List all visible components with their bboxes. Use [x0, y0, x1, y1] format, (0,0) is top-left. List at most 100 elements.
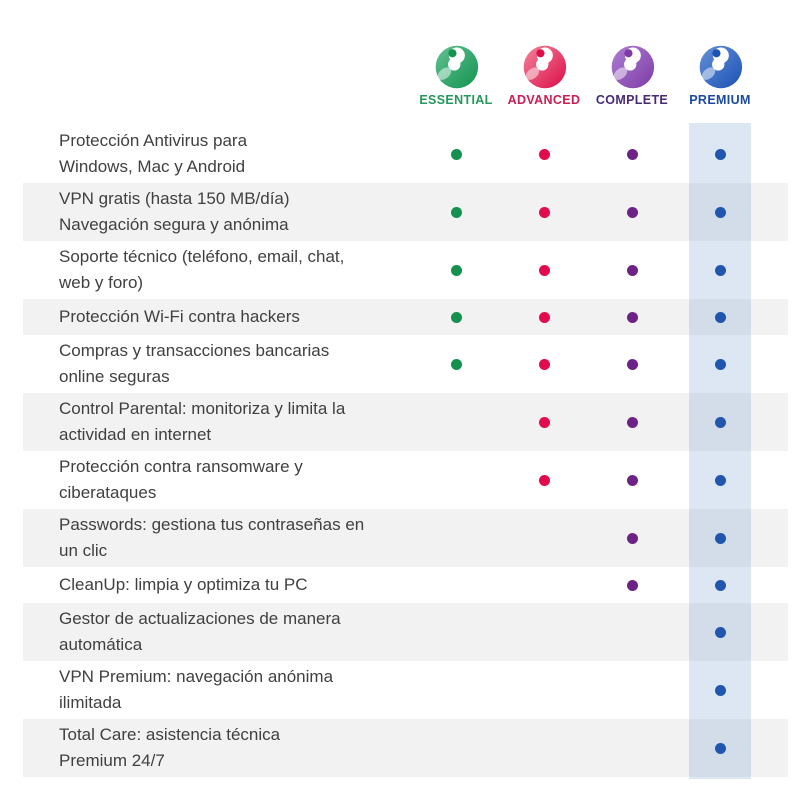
feature-label: Soporte técnico (teléfono, email, chat, … — [59, 247, 345, 292]
table-row: Passwords: gestiona tus contraseñas en u… — [23, 509, 788, 567]
included-dot — [538, 148, 550, 160]
included-dot — [450, 358, 462, 370]
table-row: Compras y transacciones bancarias online… — [23, 335, 788, 393]
included-dot — [538, 358, 550, 370]
feature-label: Protección Wi-Fi contra hackers — [59, 307, 300, 326]
table-row: Soporte técnico (teléfono, email, chat, … — [23, 241, 788, 299]
dot-cell-complete — [588, 579, 676, 591]
dot-cell-complete — [588, 474, 676, 486]
feature-label: Protección contra ransomware y ciberataq… — [59, 457, 303, 502]
included-dot — [714, 358, 726, 370]
dot-cell-premium — [676, 264, 764, 276]
dot-cell-essential — [412, 264, 500, 276]
included-dot — [714, 626, 726, 638]
included-dot — [626, 416, 638, 428]
feature-label: Compras y transacciones bancarias online… — [59, 341, 330, 386]
included-dot — [714, 684, 726, 696]
dot-cell-premium — [676, 626, 764, 638]
dot-cell-complete — [588, 532, 676, 544]
table-row: Protección Wi-Fi contra hackers — [23, 299, 788, 335]
dot-cell-premium — [676, 148, 764, 160]
dot-cell-premium — [676, 206, 764, 218]
dot-cell-premium — [676, 358, 764, 370]
dot-cell-premium — [676, 311, 764, 323]
dot-cell-complete — [588, 264, 676, 276]
included-dot — [626, 264, 638, 276]
included-dot — [538, 264, 550, 276]
included-dot — [450, 264, 462, 276]
feature-label: Control Parental: monitoriza y limita la… — [59, 399, 346, 444]
included-dot — [714, 206, 726, 218]
feature-label: VPN gratis (hasta 150 MB/día) Navegación… — [59, 189, 290, 234]
dot-cell-complete — [588, 148, 676, 160]
plan-name: ADVANCED — [507, 93, 581, 107]
dot-cell-essential — [412, 148, 500, 160]
dot-cell-advanced — [500, 358, 588, 370]
dot-cell-essential — [412, 358, 500, 370]
feature-label: Gestor de actualizaciones de manera auto… — [59, 609, 341, 654]
table-row: Control Parental: monitoriza y limita la… — [23, 393, 788, 451]
feature-table: Protección Antivirus para Windows, Mac y… — [23, 125, 788, 777]
table-row: CleanUp: limpia y optimiza tu PC — [23, 567, 788, 603]
plan-name: ESSENTIAL — [419, 93, 493, 107]
dot-cell-premium — [676, 416, 764, 428]
dot-cell-premium — [676, 532, 764, 544]
dot-cell-advanced — [500, 416, 588, 428]
feature-label: Passwords: gestiona tus contraseñas en u… — [59, 515, 365, 560]
included-dot — [450, 311, 462, 323]
dot-cell-premium — [676, 742, 764, 754]
panda-logo-icon — [435, 45, 479, 89]
panda-logo-icon — [611, 45, 655, 89]
included-dot — [450, 148, 462, 160]
included-dot — [450, 206, 462, 218]
plan-name: COMPLETE — [595, 93, 669, 107]
panda-logo-icon — [523, 45, 567, 89]
dot-cell-essential — [412, 206, 500, 218]
plan-header-essential: ESSENTIAL — [412, 44, 500, 107]
plan-header-premium: PREMIUM — [676, 44, 764, 107]
plan-name: PREMIUM — [689, 93, 751, 107]
dot-cell-advanced — [500, 148, 588, 160]
included-dot — [714, 311, 726, 323]
included-dot — [626, 311, 638, 323]
included-dot — [538, 311, 550, 323]
included-dot — [714, 264, 726, 276]
included-dot — [626, 474, 638, 486]
included-dot — [714, 148, 726, 160]
included-dot — [626, 579, 638, 591]
dot-cell-essential — [412, 311, 500, 323]
feature-label: Protección Antivirus para Windows, Mac y… — [59, 131, 248, 176]
included-dot — [714, 416, 726, 428]
included-dot — [714, 474, 726, 486]
table-row: Protección contra ransomware y ciberataq… — [23, 451, 788, 509]
included-dot — [538, 416, 550, 428]
dot-cell-premium — [676, 579, 764, 591]
included-dot — [714, 742, 726, 754]
panda-logo-icon — [699, 45, 743, 89]
dot-cell-premium — [676, 684, 764, 696]
plan-header-complete: COMPLETE — [588, 44, 676, 107]
included-dot — [626, 206, 638, 218]
included-dot — [538, 474, 550, 486]
table-row: Total Care: asistencia técnica Premium 2… — [23, 719, 788, 777]
dot-cell-advanced — [500, 474, 588, 486]
plan-header-advanced: ADVANCED — [500, 44, 588, 107]
dot-cell-premium — [676, 474, 764, 486]
table-row: Gestor de actualizaciones de manera auto… — [23, 603, 788, 661]
included-dot — [714, 579, 726, 591]
included-dot — [626, 358, 638, 370]
dot-cell-advanced — [500, 311, 588, 323]
feature-label: CleanUp: limpia y optimiza tu PC — [59, 575, 308, 594]
included-dot — [538, 206, 550, 218]
table-row: VPN gratis (hasta 150 MB/día) Navegación… — [23, 183, 788, 241]
included-dot — [714, 532, 726, 544]
dot-cell-advanced — [500, 206, 588, 218]
feature-label: Total Care: asistencia técnica Premium 2… — [59, 725, 281, 770]
dot-cell-complete — [588, 206, 676, 218]
included-dot — [626, 148, 638, 160]
dot-cell-complete — [588, 311, 676, 323]
dot-cell-complete — [588, 416, 676, 428]
dot-cell-advanced — [500, 264, 588, 276]
dot-cell-complete — [588, 358, 676, 370]
